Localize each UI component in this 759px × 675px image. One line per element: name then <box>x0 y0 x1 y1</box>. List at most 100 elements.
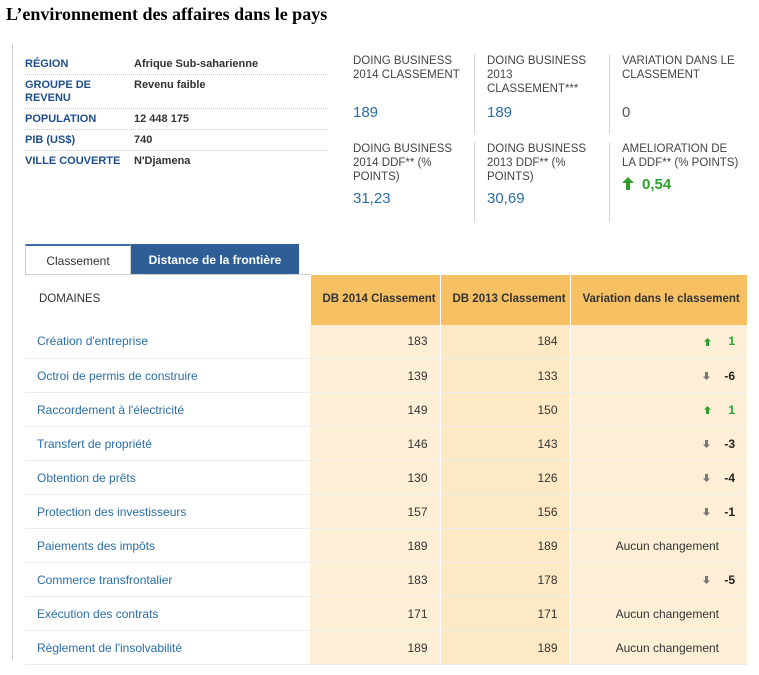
page-title: L’environnement des affaires dans le pay… <box>6 4 328 24</box>
down-arrow-icon <box>703 576 711 585</box>
rank-change-value: -1 <box>724 504 735 519</box>
db2013-rank-cell: 133 <box>439 358 570 393</box>
rank-change-value: -4 <box>724 470 735 485</box>
rank-change-value: 1 <box>728 334 735 349</box>
variation-cell: 1 <box>569 392 747 427</box>
db2014-rank-cell: 157 <box>310 494 440 529</box>
db2014-rank-cell: 139 <box>310 358 440 393</box>
domain-link[interactable]: Règlement de l'insolvabilité <box>25 630 310 665</box>
table-row: Raccordement à l'électricité 149 150 1 <box>25 392 747 427</box>
table-row: Protection des investisseurs 157 156 -1 <box>25 494 747 529</box>
stat-ddf-improvement: AMELIORATION DE LA DDF** (% POINTS) 0,54 <box>609 142 739 222</box>
info-label: VILLE COUVERTE <box>25 155 121 167</box>
db2013-rank-cell: 184 <box>439 324 570 359</box>
rank-change-value: -5 <box>724 572 735 587</box>
info-row-population: POPULATION 12 448 175 <box>25 109 328 130</box>
stat-label: DOING BUSINESS 2013 CLASSEMENT*** <box>487 55 587 95</box>
stat-label: DOING BUSINESS 2014 CLASSEMENT <box>353 55 460 81</box>
table-row: Octroi de permis de construire 139 133 -6 <box>25 358 747 393</box>
down-arrow-icon <box>703 372 711 381</box>
info-label: POPULATION <box>25 113 97 125</box>
header-domains: DOMAINES <box>25 274 310 325</box>
up-arrow-icon <box>704 338 711 347</box>
tab-bar: Classement Distance de la frontière <box>25 244 299 276</box>
table-row: Paiements des impôts 189 189 Aucun changeme… <box>25 528 747 563</box>
stat-value: 0 <box>622 104 631 121</box>
up-arrow-icon <box>622 177 634 190</box>
domain-link[interactable]: Obtention de prêts <box>25 460 310 495</box>
stat-label: AMELIORATION DE LA DDF** (% POINTS) <box>622 143 739 169</box>
db2014-rank-cell: 183 <box>310 324 440 359</box>
domain-link[interactable]: Création d'entreprise <box>25 324 310 359</box>
stat-value: 31,23 <box>353 190 391 207</box>
down-arrow-icon <box>703 508 711 517</box>
domain-link[interactable]: Transfert de propriété <box>25 426 310 461</box>
rank-change-value: -6 <box>724 368 735 383</box>
db2014-rank-cell: 189 <box>310 528 440 563</box>
db2013-rank-cell: 178 <box>439 562 570 597</box>
variation-cell: -6 <box>569 358 747 393</box>
variation-cell: Aucun changement <box>569 630 747 665</box>
stat-label: VARIATION DANS LE CLASSEMENT <box>622 55 735 81</box>
info-value: Afrique Sub-saharienne <box>134 58 259 70</box>
variation-cell: Aucun changement <box>569 528 747 563</box>
db2014-rank-cell: 146 <box>310 426 440 461</box>
no-change-text: Aucun changement <box>615 606 719 621</box>
db2014-rank-cell: 171 <box>310 596 440 631</box>
info-row-gdp: PIB (US$) 740 <box>25 130 328 151</box>
stat-db2014-ddf: DOING BUSINESS 2014 DDF** (% POINTS) 31,… <box>341 142 471 222</box>
table-row: Règlement de l'insolvabilité 189 189 Aucun … <box>25 630 747 665</box>
db2013-rank-cell: 150 <box>439 392 570 427</box>
stat-db2014-rank: DOING BUSINESS 2014 CLASSEMENT 189 <box>341 54 471 134</box>
stat-value: 0,54 <box>642 176 672 193</box>
stat-label: DOING BUSINESS 2013 DDF** (% POINTS) <box>487 143 587 183</box>
domain-link[interactable]: Commerce transfrontalier <box>25 562 310 597</box>
info-value: N'Djamena <box>134 155 191 167</box>
stat-value: 30,69 <box>487 190 525 207</box>
info-row-city: VILLE COUVERTE N'Djamena <box>25 151 328 172</box>
ranking-body: Création d'entreprise 183 184 1 Octroi de pe… <box>25 324 747 665</box>
table-header-row: DOMAINES DB 2014 Classement DB 2013 Clas… <box>25 274 747 325</box>
domain-link[interactable]: Protection des investisseurs <box>25 494 310 529</box>
country-panel: RÉGION Afrique Sub-saharienne GROUPE DE … <box>12 44 758 665</box>
stat-db2013-ddf: DOING BUSINESS 2013 DDF** (% POINTS) 30,… <box>474 142 604 222</box>
variation-cell: -1 <box>569 494 747 529</box>
info-value: Revenu faible <box>134 79 206 91</box>
domain-link[interactable]: Raccordement à l'électricité <box>25 392 310 427</box>
db2014-rank-cell: 189 <box>310 630 440 665</box>
table-row: Commerce transfrontalier 183 178 -5 <box>25 562 747 597</box>
table-row: Obtention de prêts 130 126 -4 <box>25 460 747 495</box>
up-arrow-icon <box>704 406 711 415</box>
table-row: Exécution des contrats 171 171 Aucun change… <box>25 596 747 631</box>
ranking-table: DOMAINES DB 2014 Classement DB 2013 Clas… <box>25 274 747 665</box>
variation-cell: -5 <box>569 562 747 597</box>
db2013-rank-cell: 156 <box>439 494 570 529</box>
db2014-rank-cell: 149 <box>310 392 440 427</box>
variation-cell: -3 <box>569 426 747 461</box>
info-label: PIB (US$) <box>25 134 76 146</box>
db2013-rank-cell: 126 <box>439 460 570 495</box>
stat-db2013-rank: DOING BUSINESS 2013 CLASSEMENT*** 189 <box>474 54 604 134</box>
domain-link[interactable]: Exécution des contrats <box>25 596 310 631</box>
db2013-rank-cell: 143 <box>439 426 570 461</box>
db2014-rank-cell: 183 <box>310 562 440 597</box>
no-change-text: Aucun changement <box>615 640 719 655</box>
info-row-region: RÉGION Afrique Sub-saharienne <box>25 54 328 75</box>
db2014-rank-cell: 130 <box>310 460 440 495</box>
info-label: RÉGION <box>25 58 69 70</box>
no-change-text: Aucun changement <box>615 538 719 553</box>
domain-link[interactable]: Octroi de permis de construire <box>25 358 310 393</box>
down-arrow-icon <box>703 440 711 449</box>
tab-classement[interactable]: Classement <box>25 244 131 276</box>
db2013-rank-cell: 171 <box>439 596 570 631</box>
info-row-income-group: GROUPE DE REVENU Revenu faible <box>25 75 328 109</box>
domain-link[interactable]: Paiements des impôts <box>25 528 310 563</box>
header-db2013: DB 2013 Classement <box>439 274 570 325</box>
variation-cell: 1 <box>569 324 747 359</box>
stats-grid: DOING BUSINESS 2014 CLASSEMENT 189 DOING… <box>341 54 751 230</box>
variation-cell: Aucun changement <box>569 596 747 631</box>
tab-distance-frontiere[interactable]: Distance de la frontière <box>131 244 299 276</box>
table-row: Transfert de propriété 146 143 -3 <box>25 426 747 461</box>
info-value: 12 448 175 <box>134 113 190 125</box>
info-label: GROUPE DE REVENU <box>25 79 92 104</box>
